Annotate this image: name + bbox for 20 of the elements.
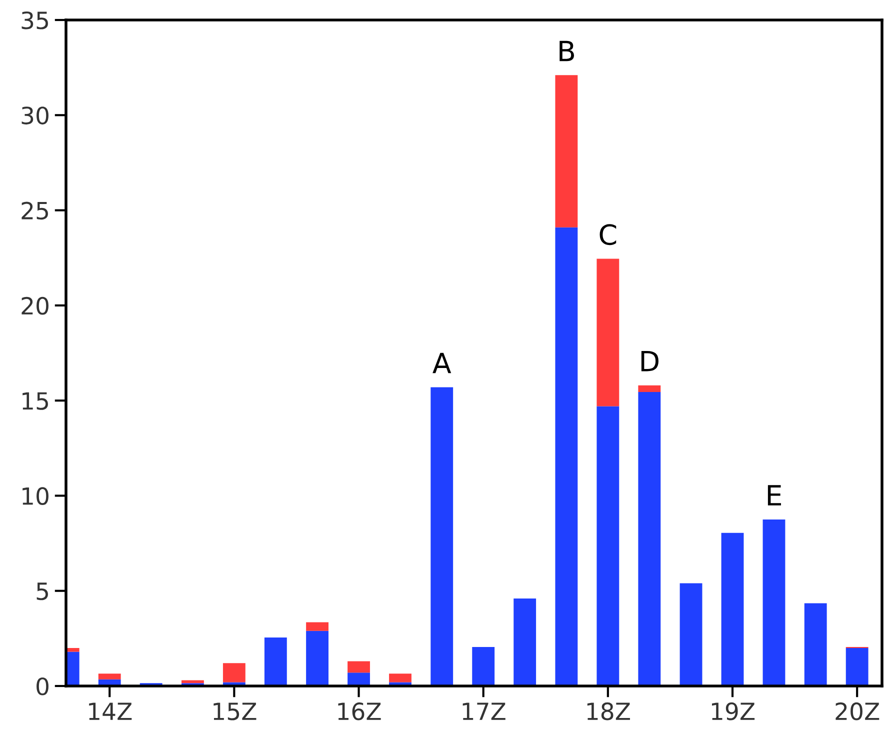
annotation: E <box>768 485 781 506</box>
x-tick-label: 19Z <box>712 702 755 720</box>
x-tick-label: 20Z <box>836 702 880 720</box>
y-tick-label: 0 <box>36 677 48 696</box>
x-tick-label: 17Z <box>462 702 506 720</box>
y-tick-label: 25 <box>22 202 48 220</box>
x-tick-label: 14Z <box>89 702 132 720</box>
y-tick-label: 5 <box>36 582 48 600</box>
x-tick-label: 16Z <box>338 702 381 720</box>
y-tick-label: 10 <box>22 487 48 506</box>
annotation: B <box>560 40 574 62</box>
x-tick-label: 18Z <box>587 702 630 720</box>
annotation: D <box>641 350 658 372</box>
y-tick-label: 30 <box>22 106 48 124</box>
x-tick-label: 15Z <box>214 702 256 720</box>
annotation: C <box>600 224 616 246</box>
y-tick-label: 35 <box>22 11 48 30</box>
y-tick-label: 20 <box>22 296 48 315</box>
annotation: A <box>432 352 452 374</box>
y-tick-label: 15 <box>22 392 48 410</box>
